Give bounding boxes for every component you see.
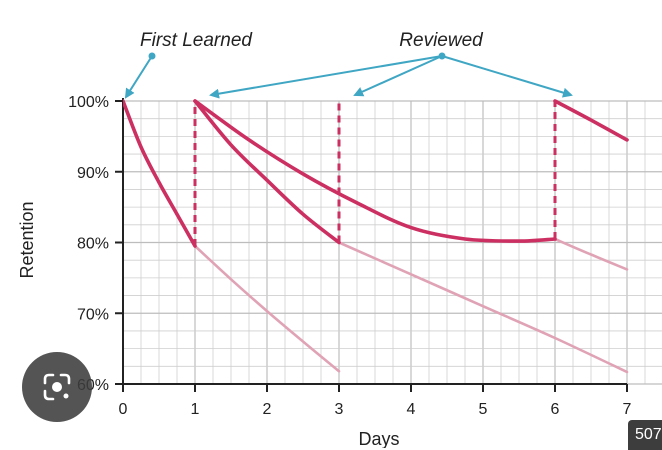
retention-curve	[193, 99, 557, 243]
first-learned-arrow	[124, 55, 153, 99]
lens-button[interactable]	[22, 352, 92, 422]
reviewed-arrow	[353, 55, 443, 97]
y-tick-label: 100%	[68, 94, 109, 111]
x-tick-label: 4	[407, 401, 416, 418]
faded-curve	[193, 244, 341, 373]
y-tick-label: 90%	[77, 165, 109, 182]
reviewed-arrow	[209, 55, 443, 99]
faded-curve	[337, 241, 629, 374]
annotation-first-learned: First Learned	[140, 30, 253, 51]
retention-curve	[553, 99, 629, 142]
y-axis-title: Retention	[17, 201, 37, 278]
x-tick-label: 0	[119, 401, 128, 418]
reviewed-arrow	[441, 55, 573, 98]
x-tick-label: 1	[191, 401, 200, 418]
review-dashes	[193, 101, 557, 247]
retention-curve	[123, 99, 197, 248]
active-curves	[123, 99, 629, 248]
image-size-badge: 507	[628, 420, 662, 450]
y-tick-label: 70%	[77, 306, 109, 323]
retention-curve	[193, 99, 341, 245]
x-axis-title: Days	[358, 429, 399, 448]
tick-labels: 60%70%80%90%100%0 1 2 3 4 5 6 7	[68, 94, 631, 418]
x-tick-label: 5	[479, 401, 488, 418]
faded-curves	[193, 237, 629, 374]
x-tick-label: 3	[335, 401, 344, 418]
grid	[122, 100, 662, 385]
annotation-arrows	[124, 52, 573, 99]
faded-curve	[553, 237, 629, 271]
x-tick-label: 6	[551, 401, 560, 418]
y-tick-label: 80%	[77, 236, 109, 253]
x-tick-label: 2	[263, 401, 272, 418]
x-tick-label: 7	[623, 401, 632, 418]
annotation-reviewed: Reviewed	[399, 30, 484, 51]
camera-lens-icon	[43, 373, 71, 401]
axes	[115, 98, 628, 392]
